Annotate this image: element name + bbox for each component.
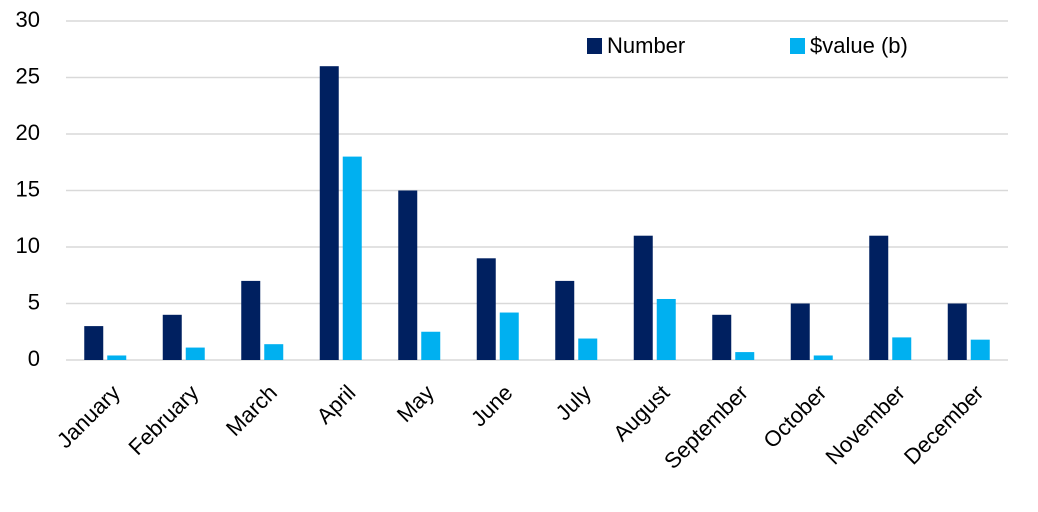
bar [499,312,519,360]
bar [813,355,833,360]
y-tick-label: 25 [16,63,40,88]
bar [398,190,418,360]
y-tick-label: 10 [16,233,40,258]
x-tick-label: March [221,380,282,441]
bar [319,66,339,360]
bar [185,347,205,360]
x-tick-label: January [52,380,125,453]
x-tick-label: June [466,380,517,431]
y-tick-label: 30 [16,7,40,32]
x-tick-label: April [312,380,361,429]
bar [869,235,889,360]
x-tick-label: February [123,380,203,460]
bar [476,258,496,360]
bar [578,338,598,360]
bar [633,235,653,360]
bar [712,314,732,360]
x-tick-label: November [820,380,909,469]
x-tick-label: May [392,380,439,427]
bar [947,303,967,360]
x-tick-label: December [899,380,988,469]
legend-label: Number [607,33,685,58]
bar [970,339,990,360]
x-tick-label: July [551,380,596,425]
bar [162,314,182,360]
x-tick-label: October [758,380,831,453]
bar [790,303,810,360]
y-tick-label: 15 [16,176,40,201]
y-tick-label: 5 [28,289,40,314]
x-tick-label: September [659,380,753,474]
bar [892,337,912,360]
legend-swatch [587,38,602,54]
legend-swatch [790,38,805,54]
bar [555,280,575,360]
bar [107,355,127,360]
bar [84,326,104,360]
bar [656,298,676,360]
bar [342,156,362,360]
bar [264,344,284,360]
bar [735,352,755,360]
legend-label: $value (b) [810,33,908,58]
bar [241,280,261,360]
y-tick-label: 0 [28,346,40,371]
y-tick-label: 20 [16,120,40,145]
bar [421,331,441,360]
x-tick-label: August [608,380,674,446]
